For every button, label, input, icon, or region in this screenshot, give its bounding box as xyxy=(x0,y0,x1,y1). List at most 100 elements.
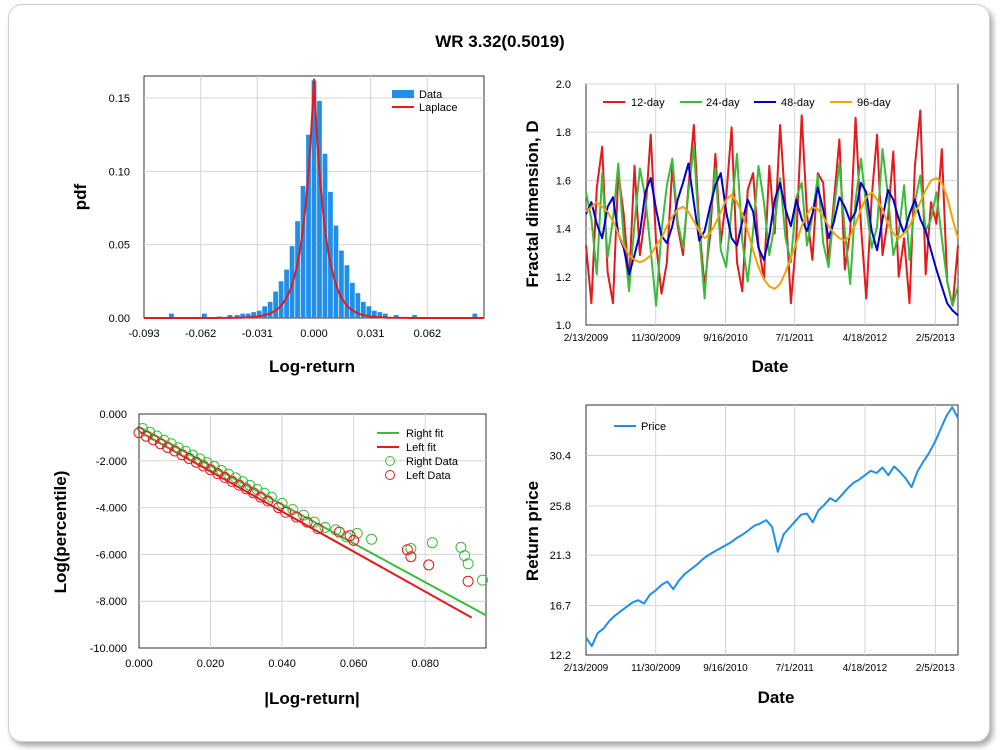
histogram-bar xyxy=(245,313,251,318)
legend-label-laplace: Laplace xyxy=(419,102,458,114)
histogram-bar xyxy=(295,221,300,318)
price-y-tick-label: 25.8 xyxy=(550,501,571,513)
price-y-tick-label: 30.4 xyxy=(550,450,571,462)
right-data-point xyxy=(215,464,227,476)
histogram-bar xyxy=(306,134,311,318)
histogram-bar xyxy=(284,269,289,318)
histogram-bar xyxy=(382,313,388,318)
histogram-bar xyxy=(267,301,273,318)
right-data-point xyxy=(319,521,331,533)
right-data-point xyxy=(137,423,149,435)
price-y-tick-label: 16.7 xyxy=(550,601,571,613)
fractal-x-tick-label: 9/16/2010 xyxy=(703,333,748,344)
left-fit-line xyxy=(138,430,473,619)
legend-swatch-right-data xyxy=(385,456,395,466)
right-data-point xyxy=(462,558,474,570)
price-y-tick-label: 12.2 xyxy=(550,650,571,662)
right-data-point xyxy=(476,574,488,586)
right-data-point xyxy=(426,537,438,549)
histogram-y-tick-label: 0.10 xyxy=(109,166,130,178)
fractal-y-tick-label: 1.6 xyxy=(556,175,571,187)
legend-label-24-day: 24-day xyxy=(706,97,740,109)
series-line-24-day xyxy=(585,145,959,307)
histogram-y-axis-label: pdf xyxy=(71,183,90,210)
left-data-point xyxy=(154,438,166,450)
histogram-bar xyxy=(256,310,262,318)
histogram-y-tick-label: 0.00 xyxy=(109,313,130,325)
left-data-point xyxy=(405,551,417,563)
histogram-bar xyxy=(355,293,361,318)
histogram-bar xyxy=(262,306,268,318)
right-data-point xyxy=(366,533,378,545)
left-data-point xyxy=(226,475,238,487)
right-data-point xyxy=(265,491,277,503)
histogram-bar xyxy=(273,291,278,318)
left-data-point xyxy=(290,511,302,523)
fractal-x-tick-label: 2/13/2009 xyxy=(564,333,609,344)
price-x-axis-label: Date xyxy=(758,688,795,707)
right-data-point xyxy=(144,426,156,438)
left-data-point xyxy=(162,441,174,453)
histogram-bar xyxy=(240,313,246,318)
legend-label-price: Price xyxy=(641,421,666,433)
histogram-x-tick-label: -0.031 xyxy=(242,328,273,340)
fractal-y-tick-label: 1.4 xyxy=(556,224,571,236)
histogram-bar xyxy=(412,315,417,318)
histogram-x-axis-label: Log-return xyxy=(269,357,355,376)
fractal-y-tick-label: 1.2 xyxy=(556,272,571,284)
legend-label-right-data: Right Data xyxy=(406,456,459,468)
left-data-point xyxy=(348,534,360,546)
tail-y-tick-label: 0.000 xyxy=(99,409,127,421)
legend-label-12-day: 12-day xyxy=(631,97,665,109)
histogram-bar xyxy=(377,312,383,318)
left-data-point xyxy=(280,506,292,518)
price-panel: 2/13/2009 11/30/2009 9/16/2010 7/1/2011 4/18… xyxy=(523,404,959,707)
histogram-bar xyxy=(339,250,344,318)
histogram-bar xyxy=(333,225,339,318)
histogram-bar xyxy=(472,313,478,318)
histogram-bar xyxy=(344,265,350,318)
histogram-y-tick-label: 0.05 xyxy=(109,240,130,252)
laplace-fit-line xyxy=(144,78,484,319)
price-x-tick-label: 7/1/2011 xyxy=(776,663,815,674)
left-data-point xyxy=(140,430,152,442)
histogram-bar xyxy=(371,310,377,318)
right-data-point xyxy=(222,468,234,480)
series-line-price xyxy=(585,406,959,648)
left-data-point xyxy=(176,449,188,461)
left-data-point xyxy=(312,523,324,535)
left-data-point xyxy=(212,468,224,480)
histogram-bar xyxy=(328,191,333,318)
fractal-legend: 12-day 24-day 48-day 96-day xyxy=(603,97,891,109)
fractal-x-tick-label: 11/30/2009 xyxy=(631,333,681,344)
price-y-tick-label: 21.3 xyxy=(550,550,571,562)
right-data-point xyxy=(298,509,310,521)
price-legend: Price xyxy=(614,421,666,433)
left-data-point xyxy=(301,516,313,528)
left-data-point xyxy=(333,526,345,538)
right-data-point xyxy=(287,503,299,515)
tail-y-tick-label: -8.000 xyxy=(96,596,127,608)
legend-swatch-data xyxy=(392,90,414,98)
price-x-tick-label: 11/30/2009 xyxy=(631,663,681,674)
left-data-point xyxy=(183,452,195,464)
tail-panel: 0.000 0.020 0.040 0.060 0.080 0.000 -2.000 -4.0… xyxy=(51,409,488,708)
histogram-panel: -0.093 -0.062 -0.031 0.000 0.031 0.062 0.00 0.0… xyxy=(71,75,485,376)
right-data-point xyxy=(230,472,242,484)
histogram-y-tick-label: 0.15 xyxy=(109,93,130,105)
tail-x-tick-label: 0.080 xyxy=(411,658,439,670)
histogram-bar xyxy=(169,313,174,318)
left-data-point xyxy=(423,559,435,571)
histogram-x-tick-label: 0.062 xyxy=(414,328,442,340)
tail-x-tick-label: 0.000 xyxy=(125,658,153,670)
histogram-bar xyxy=(278,281,284,318)
right-data-point xyxy=(330,524,342,536)
series-line-12-day xyxy=(585,109,959,307)
tail-y-axis-label: Log(percentile) xyxy=(51,471,70,594)
tail-x-tick-label: 0.040 xyxy=(268,658,296,670)
legend-label-96-day: 96-day xyxy=(857,97,891,109)
histogram-bar xyxy=(227,315,233,318)
right-data-point xyxy=(308,516,320,528)
histogram-bar xyxy=(393,315,399,318)
